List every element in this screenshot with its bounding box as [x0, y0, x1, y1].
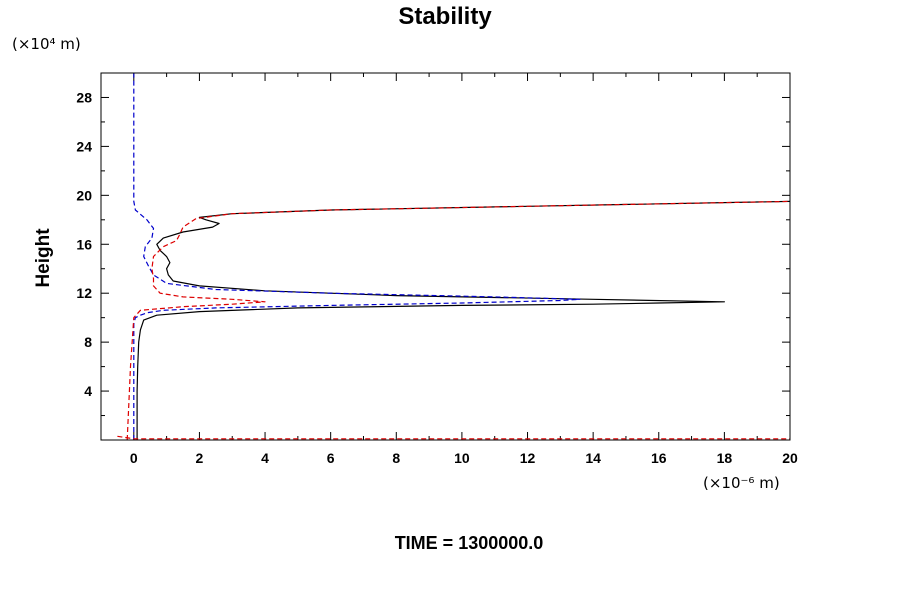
y-tick-label: 4 [84, 383, 92, 399]
x-tick-label: 20 [782, 450, 798, 466]
x-tick-label: 6 [327, 450, 335, 466]
series-line-4 [117, 435, 790, 440]
x-tick-label: 14 [585, 450, 601, 466]
plot-frame [100, 72, 791, 441]
x-tick-label: 12 [520, 450, 536, 466]
y-tick-label: 28 [76, 89, 92, 105]
x-tick-label: 18 [717, 450, 733, 466]
y-tick-label: 20 [76, 187, 92, 203]
y-tick-label: 24 [76, 138, 92, 154]
x-unit-label: (×10⁻⁶ m) [703, 474, 780, 492]
series-line-2 [133, 73, 581, 440]
y-tick-label: 8 [84, 334, 92, 350]
series-line-3 [126, 200, 790, 440]
x-tick-label: 8 [392, 450, 400, 466]
x-tick-label: 10 [454, 450, 470, 466]
chart-title: Stability [398, 3, 492, 30]
x-tick-label: 2 [196, 450, 204, 466]
y-unit-label: (×10⁴ m) [12, 35, 81, 53]
y-tick-label: 16 [76, 236, 92, 252]
time-label: TIME = 1300000.0 [395, 533, 544, 553]
y-tick-label: 12 [76, 285, 92, 301]
x-tick-label: 4 [261, 450, 269, 466]
y-axis-label: Height [33, 228, 54, 288]
series-line-1 [136, 200, 790, 440]
series-group [117, 73, 790, 440]
x-tick-label: 16 [651, 450, 667, 466]
x-tick-label: 0 [130, 450, 138, 466]
